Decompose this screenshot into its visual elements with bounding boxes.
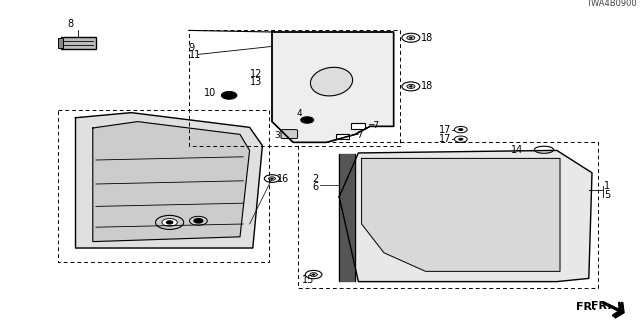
- Text: 13: 13: [250, 77, 262, 87]
- Polygon shape: [272, 32, 394, 142]
- Circle shape: [407, 36, 415, 40]
- Circle shape: [310, 273, 317, 276]
- Text: 17: 17: [439, 124, 451, 135]
- Bar: [336, 134, 349, 139]
- Circle shape: [458, 129, 463, 131]
- Text: FR.: FR.: [591, 301, 611, 311]
- Circle shape: [194, 219, 203, 223]
- Text: 11: 11: [189, 50, 201, 60]
- Ellipse shape: [310, 67, 353, 96]
- Circle shape: [156, 215, 184, 229]
- Text: 4: 4: [296, 109, 302, 118]
- Circle shape: [305, 270, 322, 279]
- FancyBboxPatch shape: [281, 130, 298, 139]
- Text: 14: 14: [511, 145, 524, 155]
- Circle shape: [410, 37, 412, 38]
- Text: 1: 1: [604, 180, 611, 191]
- Text: 18: 18: [421, 33, 433, 43]
- Text: ─7: ─7: [368, 121, 379, 130]
- Bar: [351, 123, 365, 129]
- Polygon shape: [76, 113, 262, 248]
- Text: FR.: FR.: [576, 302, 596, 312]
- Polygon shape: [339, 150, 592, 282]
- Text: 5: 5: [604, 189, 611, 200]
- Text: ─7: ─7: [352, 132, 363, 140]
- Circle shape: [458, 138, 463, 140]
- Circle shape: [189, 216, 207, 225]
- Circle shape: [407, 84, 415, 88]
- Text: TWA4B0900: TWA4B0900: [586, 0, 637, 8]
- Circle shape: [402, 82, 420, 91]
- Text: 18: 18: [421, 81, 433, 92]
- Circle shape: [162, 219, 177, 226]
- Circle shape: [312, 274, 315, 275]
- Text: 6: 6: [312, 182, 319, 192]
- Text: 17: 17: [439, 134, 451, 144]
- Text: 16: 16: [277, 173, 289, 184]
- Circle shape: [410, 86, 412, 87]
- Bar: [58, 38, 63, 48]
- Bar: [61, 37, 96, 49]
- Circle shape: [402, 33, 420, 42]
- Circle shape: [269, 177, 275, 180]
- Text: 12: 12: [250, 69, 262, 79]
- Circle shape: [271, 178, 273, 179]
- Text: 9: 9: [189, 43, 195, 53]
- Text: 15: 15: [302, 275, 315, 285]
- Polygon shape: [93, 122, 250, 242]
- Polygon shape: [339, 154, 355, 281]
- Text: 2: 2: [312, 174, 319, 184]
- Text: 3: 3: [274, 131, 280, 140]
- Polygon shape: [362, 158, 560, 271]
- Circle shape: [454, 126, 467, 133]
- Circle shape: [301, 117, 314, 123]
- Circle shape: [264, 175, 280, 182]
- Text: 10: 10: [204, 88, 216, 99]
- Text: 8: 8: [67, 19, 73, 28]
- Circle shape: [454, 136, 467, 142]
- Circle shape: [166, 221, 173, 224]
- Circle shape: [221, 92, 237, 99]
